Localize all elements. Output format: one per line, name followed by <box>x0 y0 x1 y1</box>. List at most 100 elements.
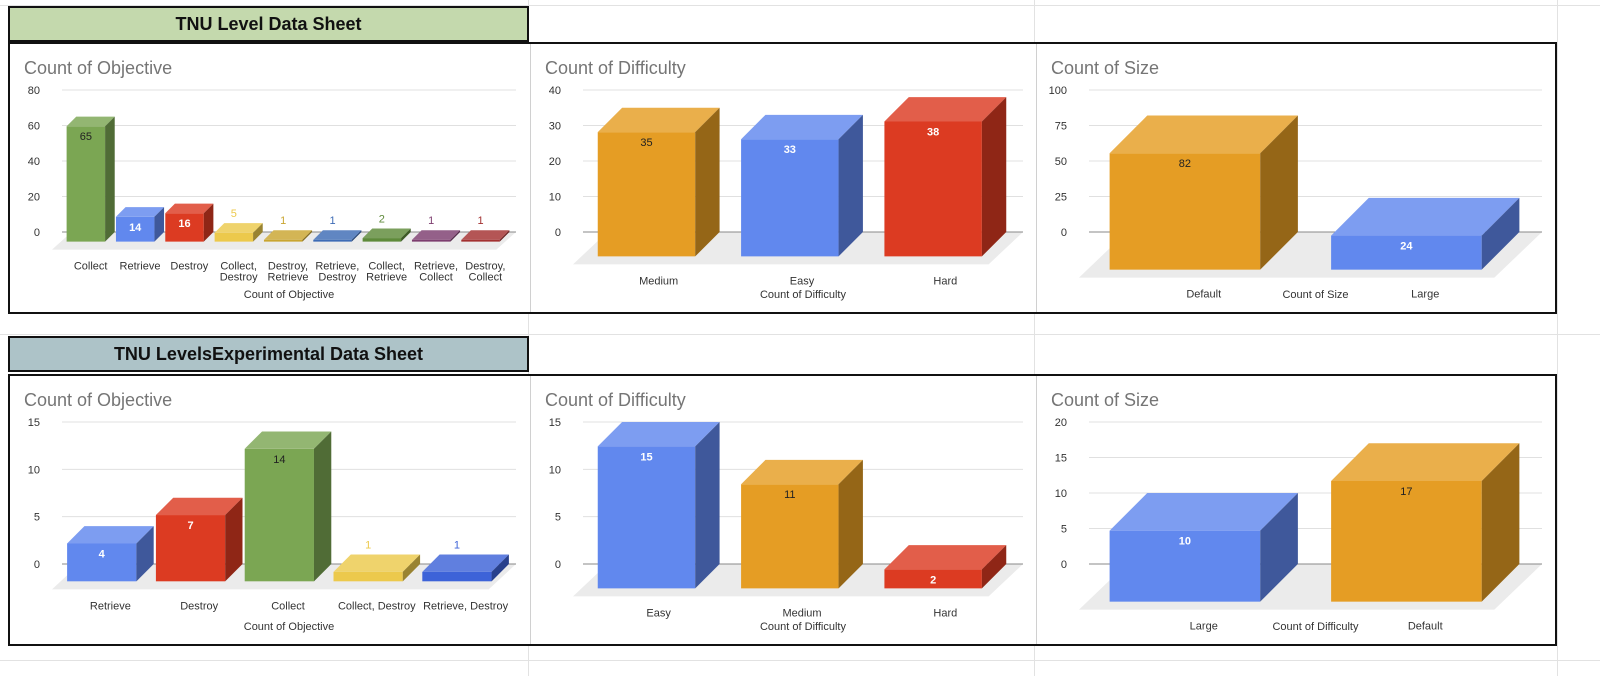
data-label: 2 <box>379 213 385 225</box>
x-axis-title: Count of Difficulty <box>760 289 847 301</box>
bar-side <box>225 497 243 582</box>
bar-top <box>313 230 362 240</box>
y-tick-label: 15 <box>28 417 40 429</box>
grid-line <box>0 334 1600 335</box>
chart-title: Count of Size <box>1051 58 1159 78</box>
bar-front <box>362 238 402 242</box>
bar-front <box>263 239 303 242</box>
y-tick-label: 40 <box>28 156 40 168</box>
y-tick-label: 15 <box>549 417 561 429</box>
bar-side <box>838 459 863 589</box>
bar-side <box>450 230 461 242</box>
x-category-label: Collect <box>74 261 108 273</box>
x-category-label: Destroy, <box>465 261 505 273</box>
y-tick-label: 10 <box>28 464 40 476</box>
x-category-label: Retrieve, Destroy <box>423 600 508 612</box>
section-header-level[interactable]: TNU Level Data Sheet <box>8 6 529 42</box>
bar-front <box>741 484 839 589</box>
x-category-label: Retrieve, <box>414 261 458 273</box>
y-tick-label: 40 <box>549 85 561 97</box>
y-tick-label: 60 <box>28 121 40 133</box>
data-label: 1 <box>454 540 460 552</box>
x-axis-title: Count of Objective <box>244 621 335 633</box>
bar-front <box>67 543 137 582</box>
chart-difficulty-experimental[interactable]: Count of Difficulty 0 5 10 15 15 Easy 11 Medium 2… <box>530 376 1037 644</box>
bar-top <box>244 431 332 449</box>
x-category-label: Collect <box>271 600 305 612</box>
bar-top <box>411 230 461 240</box>
x-axis-title: Count of Difficulty <box>1272 621 1359 633</box>
x-category-label: Medium <box>639 275 678 287</box>
bar-top <box>333 554 421 572</box>
y-tick-label: 50 <box>1055 156 1067 168</box>
y-tick-label: 0 <box>34 559 40 571</box>
x-category-label: Destroy <box>318 272 356 284</box>
chart-objective-experimental[interactable]: Count of Objective 0 5 10 15 4 Retrieve 7 Destro… <box>10 376 530 644</box>
bar-side <box>1481 197 1520 270</box>
y-tick-label: 0 <box>1061 227 1067 239</box>
bar-side <box>499 230 510 242</box>
bar-side <box>1260 115 1298 270</box>
bar-side <box>105 116 115 242</box>
y-tick-label: 100 <box>1049 85 1067 97</box>
chart-size-experimental[interactable]: Count of Size 0 5 10 15 20 10 Large 17 Default Cou… <box>1036 376 1556 644</box>
bar-front <box>411 239 451 242</box>
bar-front <box>214 232 254 242</box>
bar-top <box>115 207 165 217</box>
bar-side <box>351 230 362 242</box>
chart-title: Count of Objective <box>24 58 172 78</box>
bar-front <box>1109 530 1261 602</box>
bar-front <box>313 239 352 242</box>
bar-front <box>597 132 696 257</box>
data-label: 14 <box>273 454 285 466</box>
bar-top <box>67 526 154 544</box>
x-category-label: Collect, Destroy <box>338 600 416 612</box>
grid-line <box>0 660 1600 661</box>
bar-top <box>597 107 720 133</box>
chart-difficulty-level[interactable]: Count of Difficulty 0 10 20 30 40 35 Medium 33 Ea… <box>530 44 1037 312</box>
y-tick-label: 10 <box>549 464 561 476</box>
bar-front <box>1331 480 1482 602</box>
section-header-experimental[interactable]: TNU LevelsExperimental Data Sheet <box>8 336 529 372</box>
data-label: 4 <box>99 548 106 560</box>
y-tick-label: 20 <box>28 192 40 204</box>
bar-top <box>66 116 115 127</box>
bar-top <box>1331 443 1520 481</box>
bar-top <box>214 223 263 233</box>
x-category-label: Medium <box>782 607 821 619</box>
bar-side <box>695 422 720 589</box>
data-label: 82 <box>1179 158 1191 170</box>
data-label: 1 <box>365 540 371 552</box>
chart-size-level[interactable]: Count of Size 0 25 50 75 100 82 Default 24 Large C… <box>1036 44 1556 312</box>
chart-objective-level[interactable]: Count of Objective 0 20 40 60 80 65 Collect 14 Re… <box>10 44 530 312</box>
bar-front <box>244 448 314 582</box>
data-label: 15 <box>640 451 652 463</box>
bar-side <box>491 554 509 582</box>
bar-front <box>741 139 839 257</box>
x-category-label: Default <box>1408 621 1443 633</box>
bar-front <box>461 239 500 242</box>
y-tick-label: 15 <box>1055 453 1067 465</box>
bar-side <box>695 107 720 257</box>
bar-side <box>401 228 411 242</box>
data-label: 16 <box>178 218 190 230</box>
x-category-label: Retrieve <box>268 272 309 284</box>
data-label: 65 <box>80 131 92 143</box>
y-tick-label: 5 <box>1061 524 1067 536</box>
x-category-label: Hard <box>933 275 957 287</box>
y-tick-label: 0 <box>555 227 561 239</box>
data-label: 38 <box>927 126 939 138</box>
data-label: 11 <box>784 489 795 501</box>
chart-row-level: Count of Objective 0 20 40 60 80 65 Collect 14 Re… <box>8 42 1557 314</box>
bar-side <box>313 431 332 582</box>
x-category-label: Easy <box>646 607 671 619</box>
bar-front <box>155 515 226 582</box>
x-category-label: Collect <box>469 272 503 284</box>
bar-top <box>1109 493 1298 531</box>
bar-side <box>253 223 263 242</box>
y-tick-label: 10 <box>549 192 561 204</box>
bar-front <box>1331 235 1482 270</box>
x-axis-title: Count of Objective <box>244 289 335 301</box>
x-category-label: Destroy <box>170 261 208 273</box>
